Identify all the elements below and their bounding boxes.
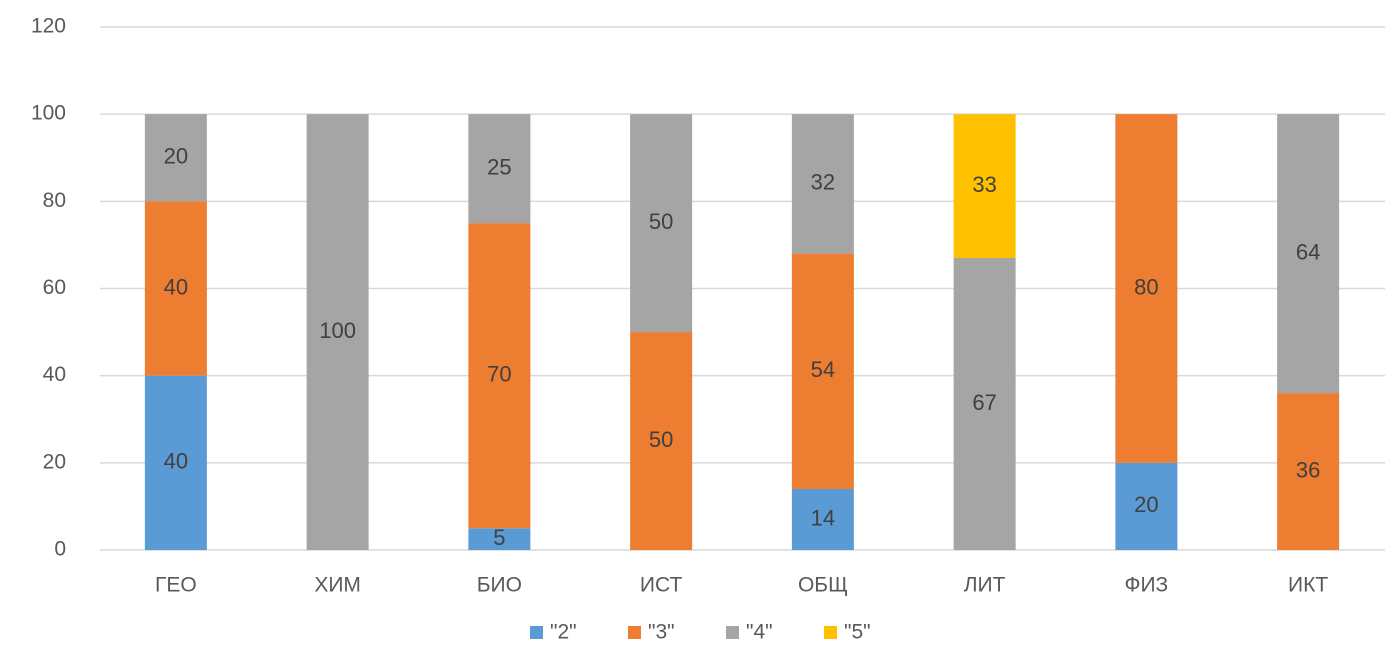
- bar-segment: [1277, 393, 1340, 550]
- data-label: 80: [1134, 274, 1158, 299]
- bar-segment: [1115, 462, 1178, 550]
- data-label: 5: [493, 525, 505, 550]
- x-tick-label: ОБЩ: [798, 574, 848, 597]
- x-tick-label: ХИМ: [314, 574, 361, 597]
- x-tick-label: ИСТ: [640, 574, 683, 597]
- legend-label: "3": [648, 621, 675, 644]
- bar-segment: [791, 488, 854, 550]
- data-label: 36: [1296, 457, 1320, 482]
- bar-segment: [468, 528, 531, 550]
- bar-segment: [468, 223, 531, 529]
- y-tick-label: 60: [43, 276, 66, 299]
- legend-swatch: [726, 626, 739, 639]
- data-label: 70: [487, 361, 511, 386]
- data-label: 64: [1296, 239, 1320, 264]
- y-tick-label: 0: [54, 538, 66, 561]
- x-tick-label: БИО: [477, 574, 522, 597]
- y-tick-label: 40: [43, 363, 66, 386]
- y-tick-label: 80: [43, 189, 66, 212]
- legend-swatch: [824, 626, 837, 639]
- bar-segment: [630, 332, 693, 550]
- data-label: 54: [811, 357, 835, 382]
- bar-segment: [468, 114, 531, 224]
- bar-segment: [953, 257, 1016, 550]
- data-label: 50: [649, 209, 673, 234]
- legend-label: "4": [746, 621, 773, 644]
- data-label: 32: [811, 170, 835, 195]
- legend-label: "2": [550, 621, 577, 644]
- bar-segment: [791, 114, 854, 254]
- bar-segment: [144, 201, 207, 376]
- data-label: 100: [319, 318, 356, 343]
- legend-swatch: [628, 626, 641, 639]
- bar-segment: [1115, 114, 1178, 463]
- bar-segment: [630, 114, 693, 333]
- data-label: 33: [972, 172, 996, 197]
- data-label: 67: [972, 390, 996, 415]
- bar-segment: [144, 114, 207, 202]
- data-label: 40: [164, 449, 188, 474]
- bar-segment: [306, 114, 369, 551]
- x-tick-label: ИКТ: [1288, 574, 1328, 597]
- data-label: 20: [164, 144, 188, 169]
- data-label: 50: [649, 427, 673, 452]
- y-tick-label: 20: [43, 450, 66, 473]
- bar-segment: [144, 375, 207, 550]
- data-label: 25: [487, 154, 511, 179]
- x-tick-label: ЛИТ: [964, 574, 1006, 597]
- bar-segment: [1277, 114, 1340, 394]
- legend-label: "5": [844, 621, 871, 644]
- data-label: 40: [164, 274, 188, 299]
- y-tick-label: 120: [31, 15, 66, 38]
- x-tick-label: ГЕО: [155, 574, 197, 597]
- data-label: 20: [1134, 492, 1158, 517]
- data-label: 14: [811, 505, 835, 530]
- x-tick-label: ФИЗ: [1125, 574, 1169, 597]
- y-tick-label: 100: [31, 102, 66, 125]
- bar-segment: [791, 253, 854, 489]
- bar-segment: [953, 114, 1016, 258]
- legend-swatch: [530, 626, 543, 639]
